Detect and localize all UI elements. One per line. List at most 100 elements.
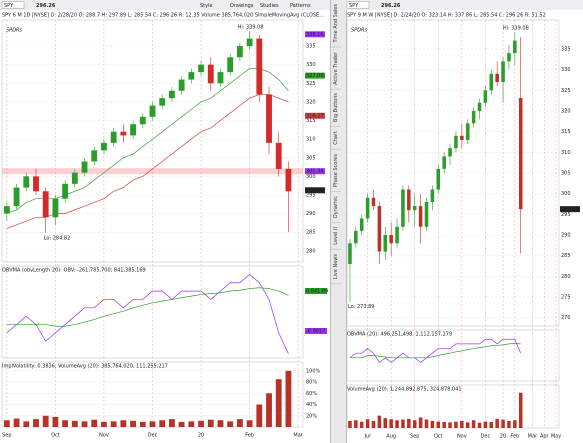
candle-body (198, 64, 204, 73)
candle-body (471, 110, 476, 124)
tab[interactable]: Chart (331, 127, 341, 150)
panel-title: ImplVolatility: 0.3836, VolumeAvg (20): … (2, 364, 168, 370)
price-level-tag (560, 206, 580, 213)
volume-bar (23, 421, 30, 427)
y-tick-label: 295 (561, 212, 571, 218)
x-tick-label: Mar (293, 433, 303, 439)
candle-body (460, 135, 464, 140)
obv-line (349, 338, 522, 363)
candle-body (207, 64, 214, 84)
candle-body (477, 102, 482, 111)
volume-bar (471, 420, 476, 428)
tab-strip: Time And Sales Active Trader Big Buttons Ch… (330, 0, 347, 443)
volume-tick-label: 100% (306, 368, 321, 374)
toolbar-button[interactable]: Studies (260, 3, 279, 9)
volume-bar (424, 419, 429, 428)
x-tick-label: Oct (434, 434, 443, 440)
volume-bar (377, 415, 382, 428)
symbol-box[interactable] (1, 1, 25, 9)
candle-body (62, 183, 69, 199)
x-tick-label: Aug (386, 434, 396, 440)
volume-bar (71, 420, 78, 427)
panel-title: OBVMA (20): 496,251,498, 1,112,157,179 (347, 332, 452, 338)
volume-bar (518, 392, 523, 428)
tab[interactable]: Big Buttons (331, 89, 341, 128)
price-level-tag (305, 72, 325, 79)
candle-body (495, 73, 499, 83)
toolbar-button[interactable]: Drawings (230, 3, 254, 9)
tab[interactable]: Level II (331, 223, 341, 250)
y-tick-label: 295 (306, 192, 316, 198)
tab[interactable]: Phase Scores (331, 150, 341, 193)
candle-body (81, 161, 88, 173)
candle-body (412, 206, 417, 211)
volume-bar (371, 420, 376, 428)
candle-body (483, 90, 488, 103)
candle-body (348, 243, 352, 264)
volume-bar (383, 418, 388, 428)
volume-bar (507, 420, 511, 428)
volume-tick-label: 80% (306, 380, 317, 386)
price-level-tag (305, 112, 325, 119)
x-tick-label: Sep (410, 434, 419, 440)
candle-body (359, 218, 364, 231)
x-tick-label: 20 (500, 434, 506, 440)
symbol[interactable]: SPY (349, 3, 359, 9)
volume-tick-label: 20% (306, 413, 317, 419)
y-tick-label: 335 (561, 46, 571, 52)
volume-bar (483, 421, 488, 428)
symbol-box[interactable] (346, 1, 370, 9)
chart-header: SPY 6 M 1D [NYSE] D: 2/28/20 O: 288.7 H:… (2, 13, 324, 19)
x-tick-label: Dec (481, 434, 491, 440)
x-tick-label: Sep (2, 433, 11, 439)
volume-bar (207, 419, 214, 427)
volume-bar (501, 419, 505, 428)
volume-bar (62, 420, 69, 427)
watermark: SPDRs (6, 28, 23, 34)
volume-tick-label: 60% (306, 391, 317, 397)
volume-bar (442, 422, 446, 428)
panel-frame (346, 329, 560, 382)
candle-body (389, 235, 393, 244)
volume-bar (33, 419, 39, 427)
symbol[interactable]: SPY (4, 3, 14, 9)
volume-bar (513, 420, 517, 428)
chart-header: SPY 9 M W [NYSE] D: 2/24/20 O: 323.14 H:… (347, 13, 546, 19)
volume-bar (236, 419, 243, 427)
candle-body (266, 94, 272, 143)
tab[interactable]: Active Trader (331, 47, 341, 90)
volume-bar (395, 420, 399, 428)
volume-bar (13, 418, 20, 427)
volume-bar (198, 420, 204, 427)
volume-bar (407, 418, 411, 428)
watermark: SPDRs (351, 28, 368, 34)
tab[interactable]: Time And Sales (331, 0, 341, 48)
y-tick-label: 290 (561, 233, 571, 239)
price-level-label: 296.26 (561, 207, 579, 213)
y-tick-label: 320 (306, 99, 316, 105)
high-label: Hi: 339.08 (503, 26, 529, 32)
toolbar-button[interactable]: Style (200, 3, 213, 9)
y-tick-label: 315 (306, 118, 316, 124)
candle-body (354, 230, 358, 244)
candle-body (275, 142, 282, 169)
volume-bar (454, 421, 458, 428)
candle-body (489, 73, 494, 91)
y-tick-label: 335 (306, 44, 316, 50)
obv-line (6, 273, 289, 354)
candle-body (365, 197, 370, 219)
x-tick-label: Feb (510, 434, 519, 440)
tab[interactable]: Dynamic (331, 192, 341, 224)
candle-body (178, 79, 185, 91)
volume-bar (120, 420, 127, 427)
tab[interactable]: Live News (331, 249, 341, 285)
volume-bar (101, 421, 107, 427)
candle-body (159, 98, 166, 106)
candle-body (418, 206, 423, 227)
y-tick-label: 310 (306, 137, 316, 143)
y-tick-label: 280 (561, 274, 571, 280)
last-price: 296.26 (36, 3, 56, 9)
y-tick-label: 275 (561, 295, 571, 301)
candle-body (130, 124, 136, 136)
toolbar-button[interactable]: Patterns (290, 3, 311, 9)
